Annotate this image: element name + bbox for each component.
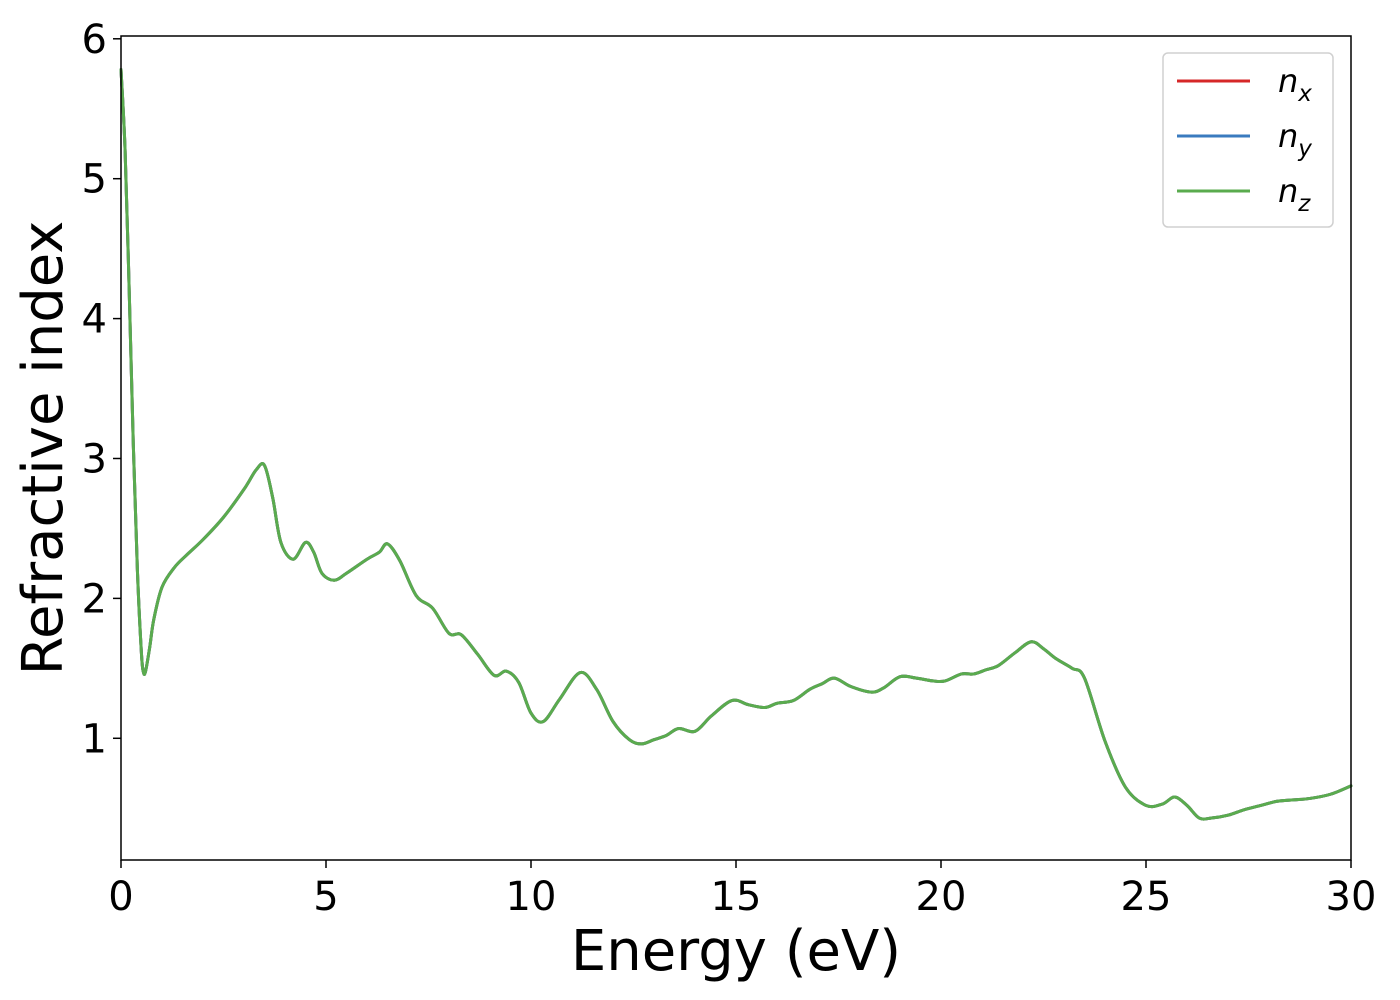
x-tick-label: 30 (1326, 874, 1377, 920)
x-axis-title: Energy (eV) (571, 919, 901, 984)
x-axis-ticks: 0 5 10 15 20 25 30 (108, 860, 1376, 920)
x-tick-label: 10 (506, 874, 557, 920)
legend-label-n-y: ny (1278, 117, 1312, 162)
x-tick-label: 15 (711, 874, 762, 920)
legend-label-n-x: nx (1278, 62, 1312, 107)
y-tick-label: 4 (82, 297, 107, 343)
y-axis-title: Refractive index (11, 221, 76, 676)
x-tick-label: 20 (916, 874, 967, 920)
x-tick-label: 25 (1121, 874, 1172, 920)
legend: nx ny nz (1162, 52, 1334, 228)
y-axis-ticks: 1 2 3 4 5 6 (82, 17, 121, 762)
y-tick-label: 1 (82, 716, 107, 762)
y-tick-label: 2 (82, 576, 107, 622)
y-tick-label: 3 (82, 436, 107, 482)
legend-box (1162, 52, 1334, 228)
legend-label-n-z: nz (1278, 172, 1311, 217)
y-tick-label: 6 (82, 17, 107, 63)
x-tick-label: 5 (313, 874, 338, 920)
y-tick-label: 5 (82, 157, 107, 203)
legend-items: nx ny nz (1177, 62, 1312, 217)
x-tick-label: 0 (108, 874, 133, 920)
series-layer (119, 68, 1353, 821)
series-line-n-z (119, 68, 1353, 821)
